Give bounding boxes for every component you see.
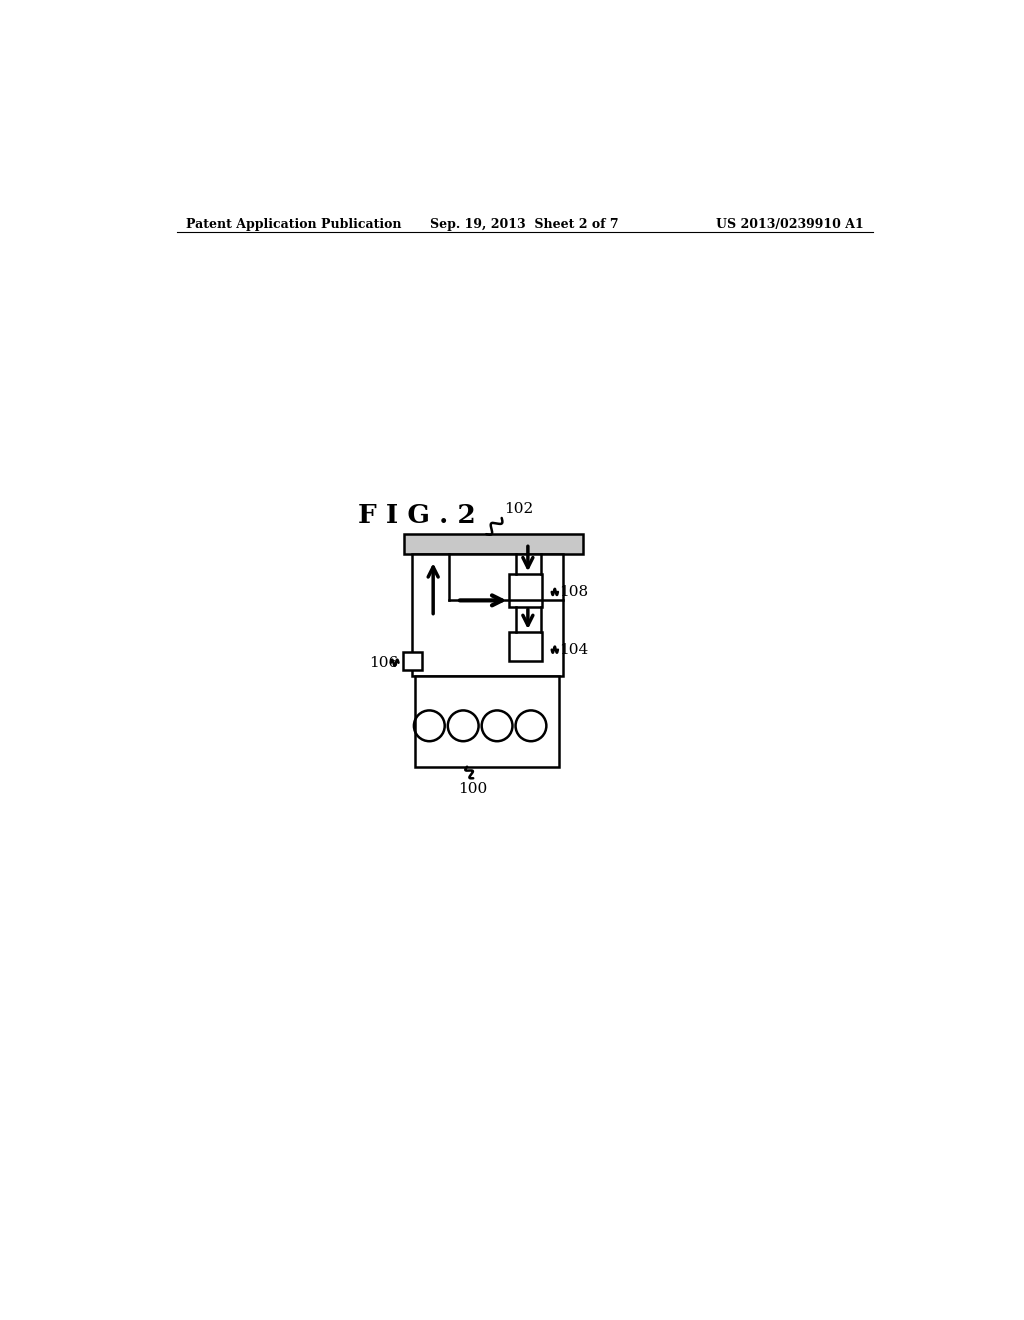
Bar [509,574,542,607]
Text: Patent Application Publication: Patent Application Publication [186,218,401,231]
Bar [416,676,559,767]
Text: Sep. 19, 2013  Sheet 2 of 7: Sep. 19, 2013 Sheet 2 of 7 [430,218,620,231]
Text: 104: 104 [559,643,589,656]
Text: 100: 100 [459,781,487,796]
Bar [403,535,583,554]
Bar [509,632,542,661]
Text: 102: 102 [504,503,534,516]
Bar [403,652,422,671]
Text: 106: 106 [370,656,398,669]
Text: US 2013/0239910 A1: US 2013/0239910 A1 [716,218,863,231]
Bar [412,554,562,676]
Text: F I G . 2: F I G . 2 [357,503,475,528]
Text: 108: 108 [559,585,589,599]
